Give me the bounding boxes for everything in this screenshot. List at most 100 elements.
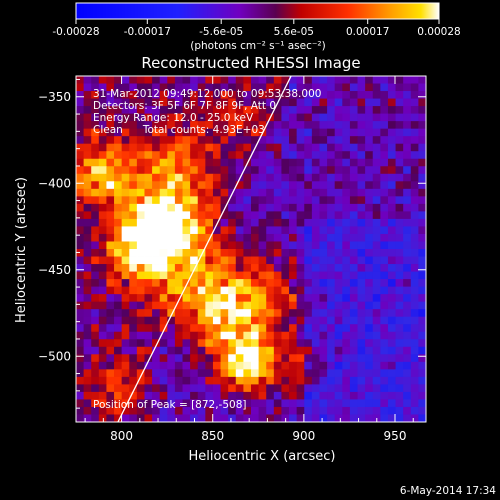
heatmap-cell — [357, 309, 366, 318]
heatmap-cell — [266, 218, 275, 227]
heatmap-cell — [319, 264, 328, 272]
heatmap-cell — [380, 369, 389, 378]
heatmap-cell — [228, 113, 237, 122]
heatmap-cell — [106, 279, 115, 288]
heatmap-cell — [258, 286, 267, 295]
heatmap-cell — [304, 83, 313, 92]
heatmap-cell — [243, 166, 252, 175]
heatmap-cell — [136, 309, 145, 318]
heatmap-cell — [121, 406, 130, 415]
heatmap-cell — [228, 158, 237, 167]
heatmap-cell — [281, 181, 290, 190]
heatmap-cell — [410, 331, 419, 340]
heatmap-cell — [220, 83, 229, 92]
heatmap-cell — [334, 399, 343, 408]
heatmap-cell — [98, 391, 107, 400]
heatmap-cell — [319, 294, 328, 303]
heatmap-cell — [251, 166, 260, 175]
heatmap-cell — [159, 241, 168, 250]
heatmap-cell — [129, 181, 138, 190]
heatmap-cell — [395, 98, 404, 107]
heatmap-cell — [220, 181, 229, 190]
heatmap-cell — [258, 249, 267, 257]
heatmap-cell — [174, 128, 183, 137]
heatmap-cell — [114, 399, 123, 408]
heatmap-cell — [342, 226, 351, 235]
heatmap-cell — [281, 286, 290, 295]
heatmap-cell — [98, 256, 107, 265]
heatmap-cell — [83, 241, 92, 250]
heatmap-cell — [76, 113, 85, 122]
heatmap-cell — [144, 346, 153, 355]
heatmap-cell — [91, 406, 100, 415]
heatmap-cell — [342, 151, 351, 160]
heatmap-cell — [410, 369, 419, 378]
heatmap-cell — [296, 324, 305, 333]
heatmap-cell — [243, 203, 252, 212]
heatmap-cell — [266, 233, 275, 242]
heatmap-cell — [98, 406, 107, 415]
heatmap-cell — [365, 188, 374, 197]
heatmap-cell — [197, 241, 206, 250]
solar-limb-line — [117, 76, 292, 422]
heatmap-cell — [357, 346, 366, 355]
heatmap-cell — [273, 233, 282, 242]
heatmap-cell — [83, 196, 92, 205]
heatmap-cell — [410, 271, 419, 280]
heatmap-cell — [243, 376, 252, 385]
heatmap-cell — [418, 354, 426, 363]
heatmap-cell — [304, 324, 313, 333]
heatmap-cell — [319, 369, 328, 378]
heatmap-cell — [273, 143, 282, 152]
heatmap-cell — [327, 218, 336, 227]
heatmap-cell — [289, 324, 298, 333]
heatmap-cell — [266, 211, 275, 220]
heatmap-cell — [197, 226, 206, 235]
heatmap-cell — [319, 406, 328, 415]
heatmap-cell — [342, 143, 351, 152]
heatmap-cell — [273, 226, 282, 235]
heatmap-cell — [212, 188, 221, 197]
heatmap-cell — [372, 181, 381, 190]
heatmap-cell — [418, 339, 426, 348]
heatmap-cell — [418, 181, 426, 190]
heatmap-cell — [395, 113, 404, 122]
heatmap-cell — [190, 91, 199, 99]
heatmap-cell — [319, 324, 328, 333]
heatmap-cell — [159, 226, 168, 235]
heatmap-cell — [365, 406, 374, 415]
heatmap-cell — [121, 361, 130, 370]
heatmap-cell — [212, 339, 221, 348]
heatmap-cell — [258, 406, 267, 415]
heatmap-cell — [410, 203, 419, 212]
heatmap-cell — [251, 181, 260, 190]
annotation-detectors: Detectors: 3F 5F 6F 7F 8F 9F, Att 0 — [93, 100, 276, 112]
heatmap-cell — [387, 241, 396, 250]
heatmap-cell — [98, 226, 107, 235]
heatmap-cell — [76, 391, 85, 400]
heatmap-cell — [334, 188, 343, 197]
heatmap-cell — [327, 211, 336, 220]
heatmap-cell — [182, 76, 191, 84]
heatmap-cell — [76, 166, 85, 175]
heatmap-cell — [220, 331, 229, 340]
heatmap-cell — [304, 91, 313, 99]
heatmap-cell — [380, 361, 389, 370]
heatmap-cell — [327, 226, 336, 235]
heatmap-cell — [98, 113, 107, 122]
heatmap-cell — [121, 286, 130, 295]
heatmap-cell — [182, 331, 191, 340]
heatmap-cell — [136, 301, 145, 310]
heatmap-cell — [114, 324, 123, 333]
heatmap-cell — [296, 233, 305, 242]
heatmap-cell — [395, 83, 404, 92]
heatmap-cell — [91, 91, 100, 99]
heatmap-cell — [197, 211, 206, 220]
heatmap-cell — [311, 173, 320, 182]
heatmap-cell — [403, 406, 412, 415]
heatmap-cell — [167, 399, 176, 408]
heatmap-cell — [152, 294, 161, 303]
heatmap-cell — [410, 376, 419, 385]
axis-ticks: 800 850 900 950−350−400−450−500 — [38, 76, 426, 443]
heatmap-cell — [144, 106, 153, 115]
